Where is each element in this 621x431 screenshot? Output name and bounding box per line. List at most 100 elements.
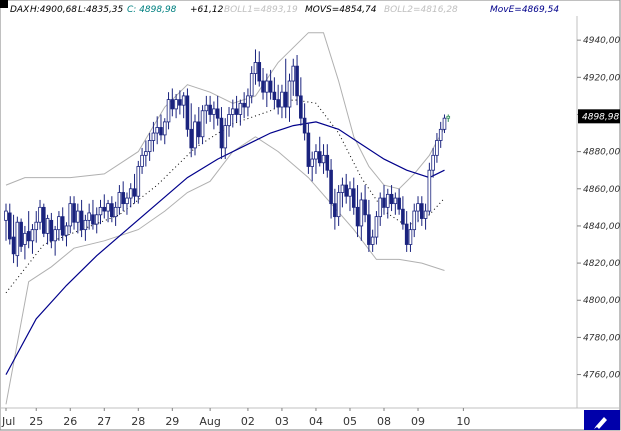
candle-body bbox=[408, 229, 413, 245]
candle-body bbox=[159, 127, 163, 136]
candle-body bbox=[363, 199, 367, 216]
y-tick-label: 4760,00 bbox=[583, 371, 620, 381]
candle-body bbox=[412, 210, 417, 231]
candle-body bbox=[42, 206, 46, 234]
candle-body bbox=[113, 206, 118, 218]
candle-body bbox=[76, 210, 80, 223]
candle-body bbox=[15, 221, 20, 257]
candle-body bbox=[121, 192, 125, 205]
candle-body bbox=[329, 169, 333, 205]
candle-body bbox=[23, 232, 27, 245]
x-tick-label: Jul bbox=[1, 415, 15, 428]
x-tick-label: 03 bbox=[275, 415, 289, 428]
candles bbox=[4, 49, 451, 267]
candle-body bbox=[385, 193, 390, 208]
candle-body bbox=[374, 216, 379, 238]
candle-body bbox=[442, 117, 447, 130]
last-price-marker: 4898,98 bbox=[578, 109, 620, 124]
candle-body bbox=[276, 99, 280, 108]
candle-body bbox=[178, 99, 182, 106]
candle-body bbox=[117, 192, 122, 208]
x-tick-label: 08 bbox=[377, 415, 391, 428]
candle-body bbox=[351, 188, 356, 208]
candle-body bbox=[196, 121, 201, 138]
candle-body bbox=[128, 188, 133, 199]
candle-body bbox=[185, 95, 190, 130]
series-move-line bbox=[5, 121, 445, 375]
candle-body bbox=[181, 95, 186, 106]
candle-body bbox=[91, 214, 95, 225]
header-boll1: BOLL1=4893,19 bbox=[224, 5, 298, 15]
x-tick-label: 27 bbox=[97, 415, 111, 428]
candle-body bbox=[249, 73, 254, 97]
candle-body bbox=[230, 108, 235, 115]
candle-body bbox=[79, 210, 84, 231]
candle-body bbox=[38, 206, 42, 223]
candle-body bbox=[87, 212, 91, 221]
candle-body bbox=[212, 108, 216, 115]
candle-body bbox=[427, 169, 432, 212]
header-instrument: DAX bbox=[10, 5, 30, 15]
candle-body bbox=[34, 221, 39, 231]
candle-body bbox=[310, 158, 314, 167]
candle-body bbox=[11, 236, 16, 255]
candle-body bbox=[227, 114, 231, 127]
candle-body bbox=[94, 214, 99, 225]
candle-body bbox=[401, 208, 405, 225]
header-boll2: BOLL2=4816,28 bbox=[384, 5, 458, 15]
candle-body bbox=[19, 221, 23, 247]
candle-body bbox=[144, 151, 148, 156]
last-price-box bbox=[578, 109, 620, 124]
candle-body bbox=[151, 132, 156, 141]
candle-body bbox=[219, 117, 224, 149]
candle-body bbox=[200, 110, 205, 138]
candle-body bbox=[147, 140, 152, 153]
candle-body bbox=[291, 65, 296, 82]
candle-body bbox=[45, 218, 50, 234]
candle-body bbox=[170, 99, 175, 110]
candle-body bbox=[295, 65, 299, 97]
candle-body bbox=[314, 151, 318, 160]
candle-body bbox=[68, 203, 73, 227]
candle-body bbox=[299, 95, 303, 119]
candle-body bbox=[30, 229, 35, 242]
candle-body bbox=[336, 192, 341, 218]
candle-body bbox=[242, 102, 246, 108]
candle-body bbox=[60, 216, 65, 236]
candle-body bbox=[110, 203, 114, 218]
candle-body bbox=[223, 125, 228, 149]
candle-body bbox=[378, 197, 383, 218]
header-close: C: 4898,98 bbox=[127, 5, 177, 15]
candle-body bbox=[404, 223, 409, 245]
candle-body bbox=[193, 121, 197, 149]
candle-body bbox=[106, 203, 110, 212]
x-tick-label: 02 bbox=[241, 415, 255, 428]
candle-body bbox=[283, 91, 288, 108]
x-tick-label: Aug bbox=[199, 415, 220, 428]
time-axis: Jul 25 26 27 28 29 Aug 02 03 04 05 08 09 10 bbox=[1, 408, 470, 428]
candle-body bbox=[4, 210, 8, 221]
candle-body bbox=[306, 132, 311, 167]
candle-body bbox=[102, 206, 107, 212]
candle-body bbox=[57, 216, 61, 231]
candle-body bbox=[355, 206, 360, 227]
candle-body bbox=[26, 231, 31, 242]
candle-body bbox=[238, 102, 243, 115]
candle-body bbox=[272, 91, 277, 101]
candle-body bbox=[208, 104, 212, 115]
candle-body bbox=[98, 206, 103, 216]
candle-body bbox=[435, 140, 439, 156]
header-movs: MOVS=4854,74 bbox=[305, 5, 377, 15]
candle-body bbox=[302, 117, 307, 134]
last-price-label: 4898,98 bbox=[582, 112, 619, 122]
candle-body bbox=[280, 91, 284, 108]
pen-cursor-button[interactable] bbox=[584, 410, 620, 430]
y-tick-label: 4820,00 bbox=[583, 259, 620, 269]
x-tick-label: 25 bbox=[29, 415, 43, 428]
y-tick-label: 4920,00 bbox=[583, 73, 620, 83]
header-low: L:4835,35 bbox=[78, 5, 124, 15]
candle-body bbox=[136, 166, 141, 197]
header-marker-icon bbox=[0, 0, 8, 8]
